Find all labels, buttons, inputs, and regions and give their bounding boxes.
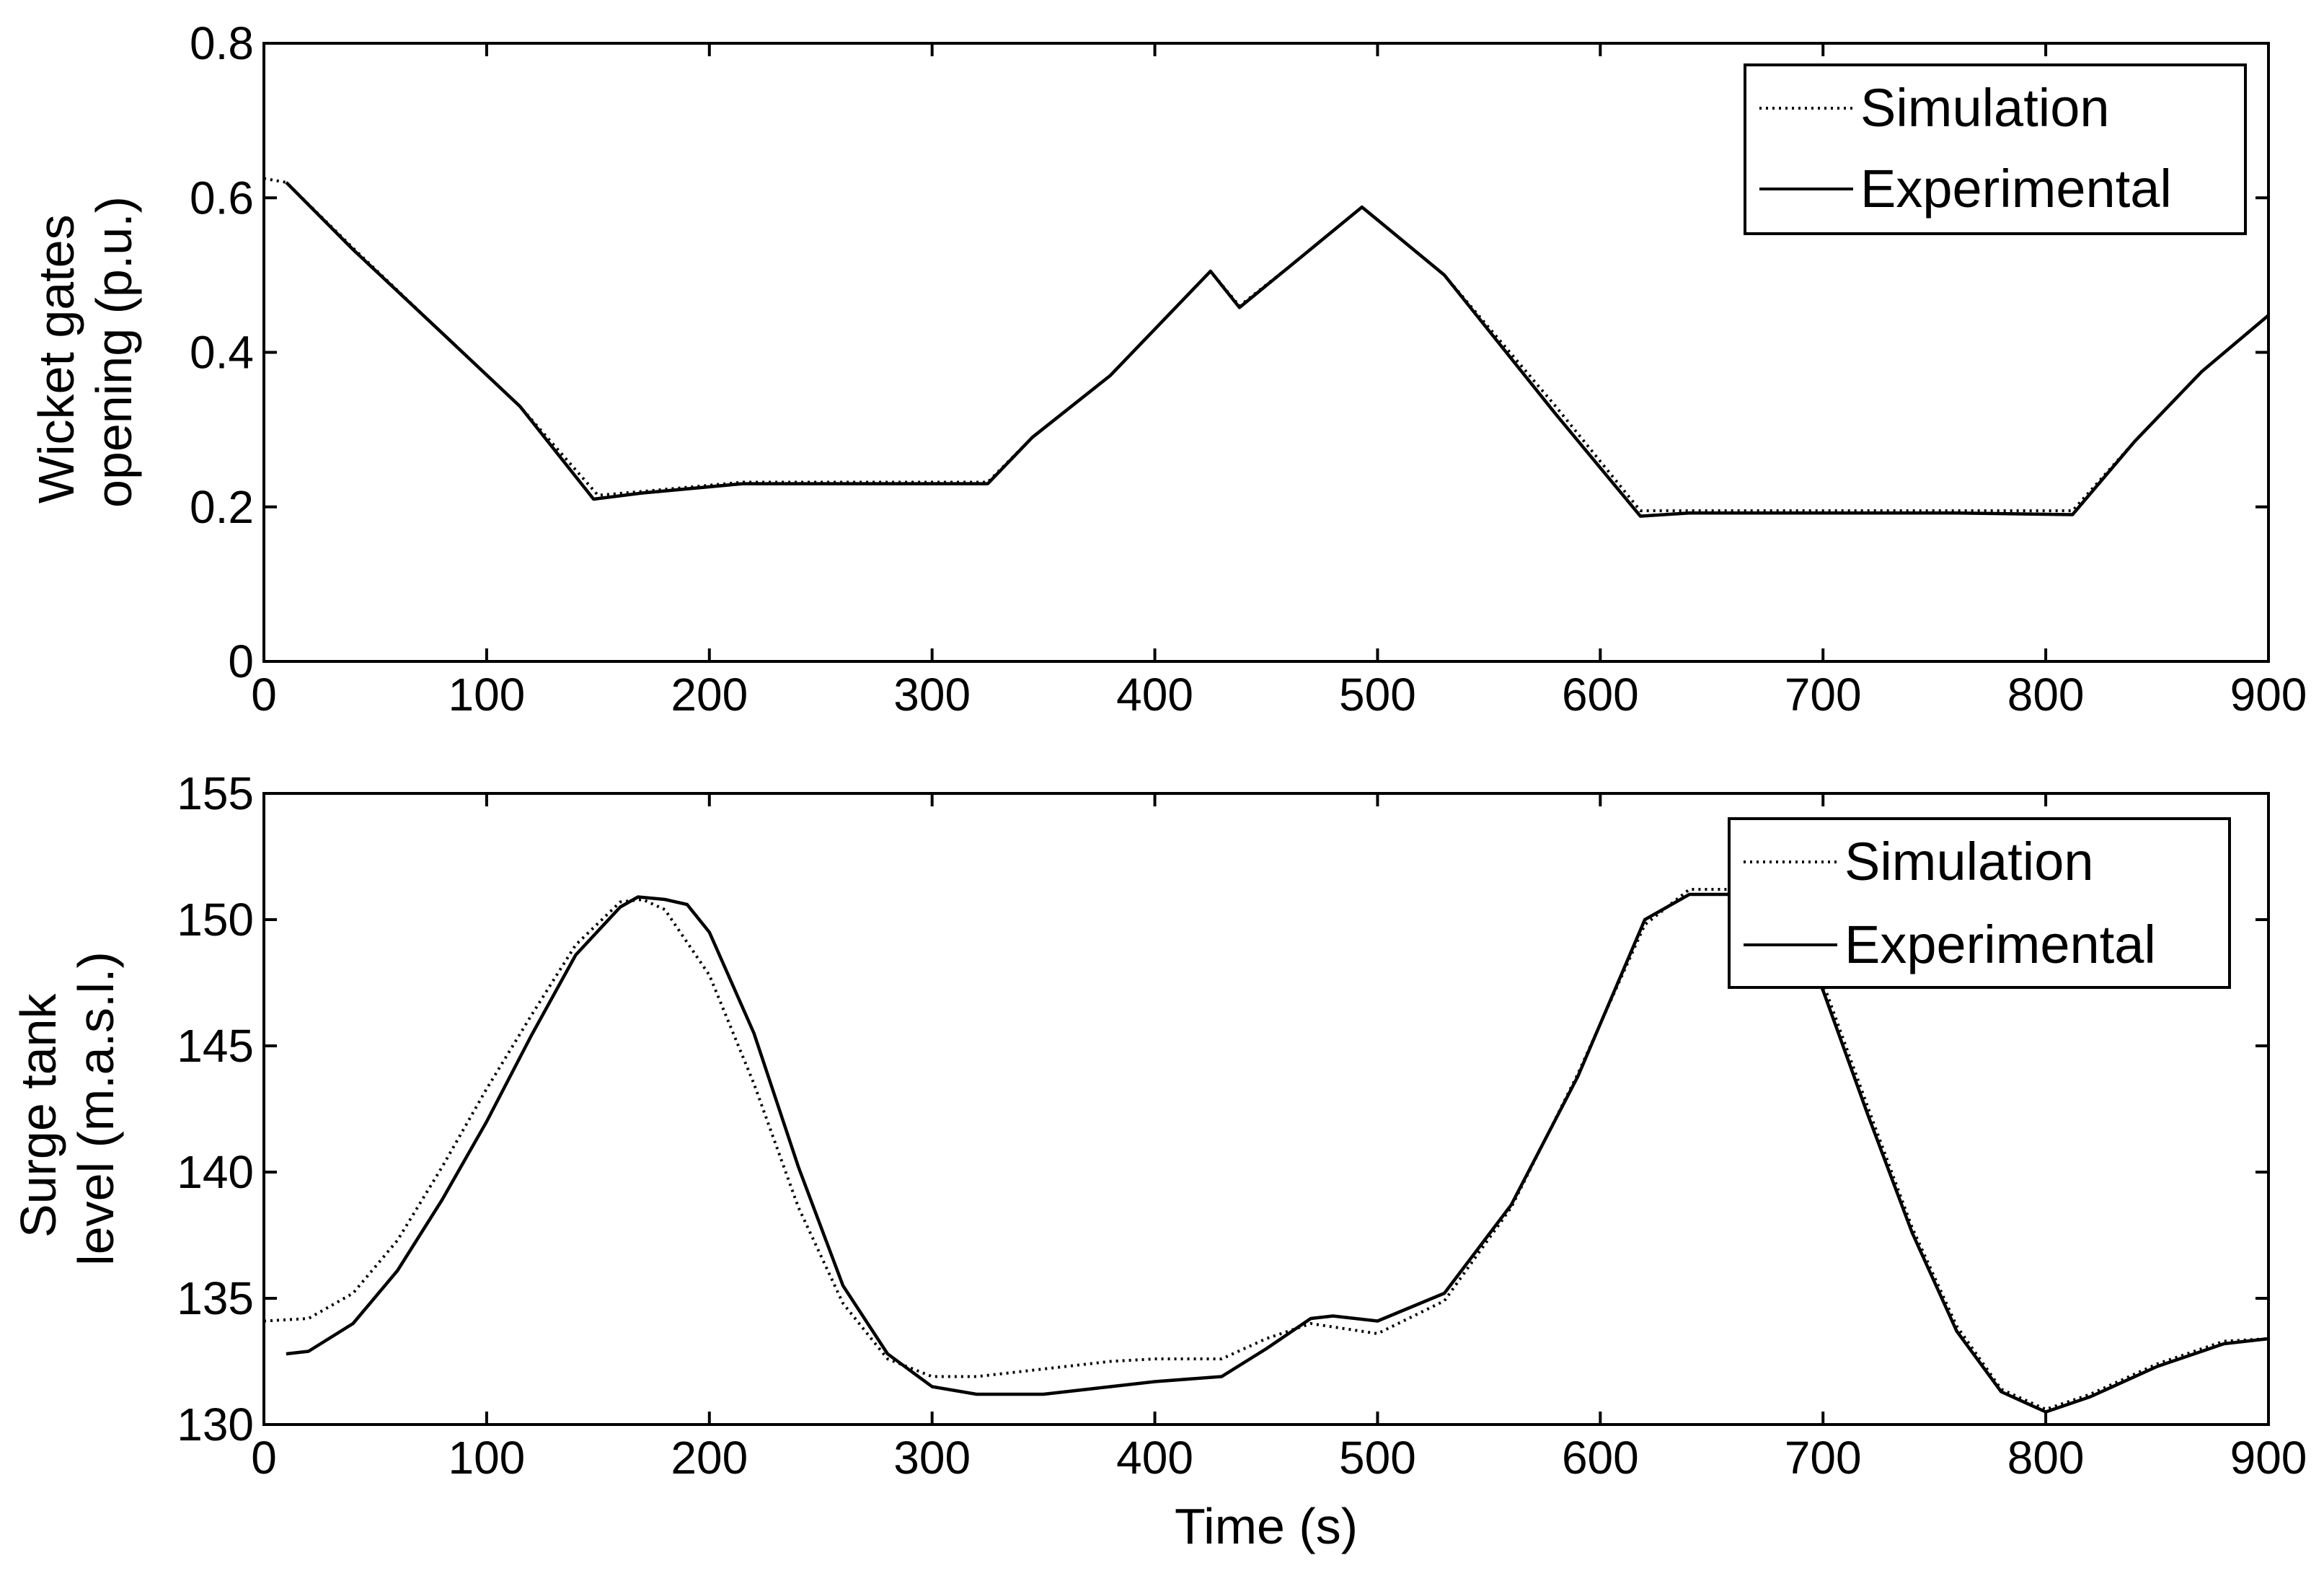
top-y-axis-label-line2: opening (p.u.)	[86, 196, 142, 508]
bottom-y-tick-label: 130	[177, 1399, 254, 1450]
bottom-series-simulation	[263, 888, 2269, 1411]
top-x-tick-label: 800	[2007, 669, 2085, 721]
top-x-tick-label: 600	[1562, 669, 1639, 721]
top-x-tick-label: 700	[1785, 669, 1862, 721]
top-x-tick-label: 200	[671, 669, 748, 721]
top-x-ticks: 0 100 200 300 400 500 600 700 800 900	[251, 43, 2307, 721]
bottom-x-tick-label: 400	[1116, 1432, 1193, 1484]
bottom-x-tick-label: 800	[2007, 1432, 2085, 1484]
bottom-x-tick-label: 100	[448, 1432, 525, 1484]
bottom-y-tick-label: 155	[177, 767, 254, 819]
bottom-y-tick-label: 140	[177, 1146, 254, 1198]
top-chart: 0 100 200 300 400 500 600 700 800 900 00.20.40.60…	[28, 17, 2307, 721]
bottom-lines	[263, 888, 2269, 1414]
top-lines	[263, 177, 2270, 518]
bottom-legend-box	[1728, 817, 2231, 989]
bottom-y-ticks: 130 135 140 145 150 155	[177, 767, 2268, 1450]
bottom-y-axis-label-line2: level (m.a.s.l.)	[68, 951, 124, 1266]
bottom-x-tick-label: 0	[251, 1432, 277, 1484]
top-y-tick-label: 0	[228, 635, 254, 687]
bottom-x-tick-label: 600	[1562, 1432, 1639, 1484]
top-series-experimental	[285, 181, 2270, 518]
top-x-tick-label: 300	[893, 669, 971, 721]
top-y-tick-label: 0.4	[190, 327, 254, 379]
top-x-tick-label: 100	[448, 669, 525, 721]
top-x-tick-label: 500	[1339, 669, 1416, 721]
bottom-legend-label-experimental: Experimental	[1844, 915, 2156, 974]
bottom-y-tick-label: 135	[177, 1272, 254, 1324]
bottom-x-tick-label: 900	[2230, 1432, 2307, 1484]
bottom-x-ticks: 0 100 200 300 400 500 600 700 800 900	[251, 793, 2307, 1484]
top-y-axis-label-line1: Wicket gates	[28, 214, 84, 503]
bottom-x-tick-label: 700	[1785, 1432, 1862, 1484]
bottom-legend-label-simulation: Simulation	[1844, 832, 2094, 892]
top-legend-label-experimental: Experimental	[1860, 159, 2172, 219]
bottom-y-tick-label: 145	[177, 1020, 254, 1072]
bottom-y-tick-label: 150	[177, 894, 254, 946]
top-y-ticks: 0 0.2 0.4 0.6 0.8	[190, 17, 2268, 687]
bottom-legend: Simulation Experimental	[1728, 817, 2231, 989]
top-legend: Simulation Experimental	[1744, 63, 2247, 235]
top-y-tick-label: 0.8	[190, 17, 254, 69]
bottom-x-tick-label: 200	[671, 1432, 748, 1484]
top-y-axis-label: Wicket gates opening (p.u.)	[28, 196, 142, 508]
bottom-x-tick-label: 500	[1339, 1432, 1416, 1484]
top-legend-label-simulation: Simulation	[1860, 78, 2110, 138]
x-axis-label: Time (s)	[1175, 1498, 1358, 1554]
top-x-tick-label: 900	[2230, 669, 2307, 721]
bottom-x-tick-label: 300	[893, 1432, 971, 1484]
bottom-chart: 0 100 200 300 400 500 600 700 800 900 130 135 140 14…	[10, 767, 2307, 1554]
bottom-series-experimental	[286, 892, 2269, 1414]
top-legend-box	[1744, 63, 2247, 235]
top-y-tick-label: 0.6	[190, 172, 254, 224]
top-y-tick-label: 0.2	[190, 481, 254, 533]
bottom-y-axis-label-line1: Surge tank	[10, 992, 66, 1238]
top-x-tick-label: 0	[251, 669, 277, 721]
top-x-tick-label: 400	[1116, 669, 1193, 721]
bottom-y-axis-label: Surge tank level (m.a.s.l.)	[10, 951, 124, 1266]
